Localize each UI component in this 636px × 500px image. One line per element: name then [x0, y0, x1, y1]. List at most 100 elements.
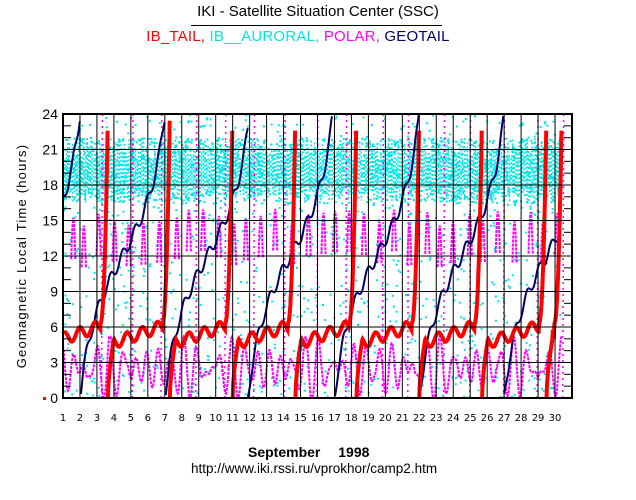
- auroral-point: [244, 119, 247, 122]
- auroral-point: [406, 202, 409, 205]
- auroral-point: [428, 137, 430, 140]
- auroral-point: [430, 182, 433, 185]
- auroral-point: [175, 144, 178, 147]
- auroral-point: [285, 180, 288, 182]
- auroral-point: [140, 381, 143, 384]
- auroral-point: [492, 149, 494, 152]
- auroral-point: [432, 299, 435, 302]
- legend-geotail: GEOTAIL: [380, 28, 450, 45]
- auroral-point: [437, 163, 440, 166]
- auroral-point: [108, 264, 111, 267]
- auroral-point: [203, 273, 206, 276]
- auroral-point: [470, 200, 473, 203]
- auroral-point: [438, 188, 441, 191]
- auroral-point: [410, 181, 413, 184]
- auroral-point: [203, 368, 206, 371]
- auroral-point: [178, 160, 181, 162]
- auroral-point: [349, 335, 352, 338]
- auroral-point: [317, 286, 320, 289]
- auroral-point: [345, 207, 347, 210]
- auroral-point: [296, 123, 299, 126]
- auroral-point: [188, 114, 191, 117]
- auroral-point: [481, 302, 484, 305]
- auroral-point: [344, 153, 346, 156]
- auroral-point: [298, 252, 301, 255]
- y-tick-label: 9: [50, 284, 58, 300]
- auroral-point: [260, 193, 263, 196]
- auroral-point: [178, 166, 181, 169]
- auroral-point: [437, 151, 440, 154]
- auroral-point: [172, 180, 175, 183]
- auroral-point: [507, 285, 510, 288]
- auroral-point: [72, 169, 75, 172]
- auroral-point: [205, 192, 208, 195]
- auroral-point: [138, 187, 141, 190]
- auroral-point: [410, 213, 413, 216]
- auroral-point: [121, 232, 124, 235]
- auroral-point: [349, 139, 351, 142]
- auroral-point: [497, 171, 499, 174]
- auroral-point: [252, 139, 255, 142]
- auroral-point: [219, 192, 222, 195]
- auroral-point: [449, 338, 451, 341]
- auroral-point: [449, 177, 452, 180]
- auroral-point: [413, 161, 416, 164]
- auroral-point: [463, 213, 466, 216]
- auroral-point: [150, 164, 153, 167]
- x-tick-label: 1: [60, 413, 66, 424]
- auroral-point: [80, 306, 83, 309]
- auroral-point: [198, 164, 201, 167]
- auroral-point: [527, 158, 530, 160]
- auroral-point: [425, 157, 428, 160]
- auroral-point: [297, 285, 300, 288]
- auroral-point: [395, 149, 398, 152]
- auroral-point: [429, 192, 432, 195]
- auroral-point: [192, 192, 195, 195]
- auroral-point: [507, 147, 510, 150]
- auroral-point: [145, 150, 147, 152]
- y-tick-label: 21: [42, 142, 58, 158]
- auroral-point: [459, 186, 462, 189]
- auroral-point: [501, 181, 504, 184]
- auroral-point: [297, 230, 300, 233]
- auroral-point: [170, 261, 173, 264]
- auroral-point: [206, 138, 209, 141]
- auroral-point: [244, 217, 247, 220]
- auroral-point: [548, 146, 551, 149]
- x-tick-label: 5: [128, 413, 134, 424]
- auroral-point: [135, 188, 138, 190]
- auroral-point: [444, 175, 447, 178]
- auroral-point: [85, 295, 88, 298]
- auroral-point: [542, 147, 545, 150]
- auroral-point: [525, 342, 528, 345]
- auroral-point: [410, 338, 413, 341]
- auroral-point: [494, 369, 497, 372]
- auroral-point: [212, 317, 215, 320]
- auroral-point: [431, 365, 434, 368]
- auroral-point: [393, 182, 396, 185]
- auroral-point: [377, 159, 380, 162]
- auroral-point: [432, 114, 434, 117]
- auroral-point: [514, 176, 517, 179]
- x-tick-label: 25: [464, 413, 477, 424]
- auroral-point: [149, 265, 151, 268]
- auroral-point: [493, 165, 496, 168]
- auroral-point: [484, 198, 487, 201]
- auroral-point: [268, 193, 271, 196]
- auroral-point: [517, 259, 520, 262]
- auroral-point: [162, 169, 165, 172]
- x-tick-label: 26: [481, 413, 494, 424]
- auroral-point: [297, 154, 300, 157]
- auroral-point: [234, 163, 237, 166]
- auroral-point: [467, 198, 470, 201]
- auroral-point: [515, 151, 518, 154]
- auroral-point: [457, 202, 460, 204]
- auroral-point: [279, 140, 282, 143]
- auroral-point: [339, 304, 342, 307]
- auroral-point: [194, 169, 197, 172]
- auroral-point: [84, 169, 87, 172]
- auroral-point: [242, 128, 245, 131]
- auroral-point: [262, 301, 265, 304]
- auroral-point: [257, 343, 260, 346]
- auroral-point: [416, 297, 419, 300]
